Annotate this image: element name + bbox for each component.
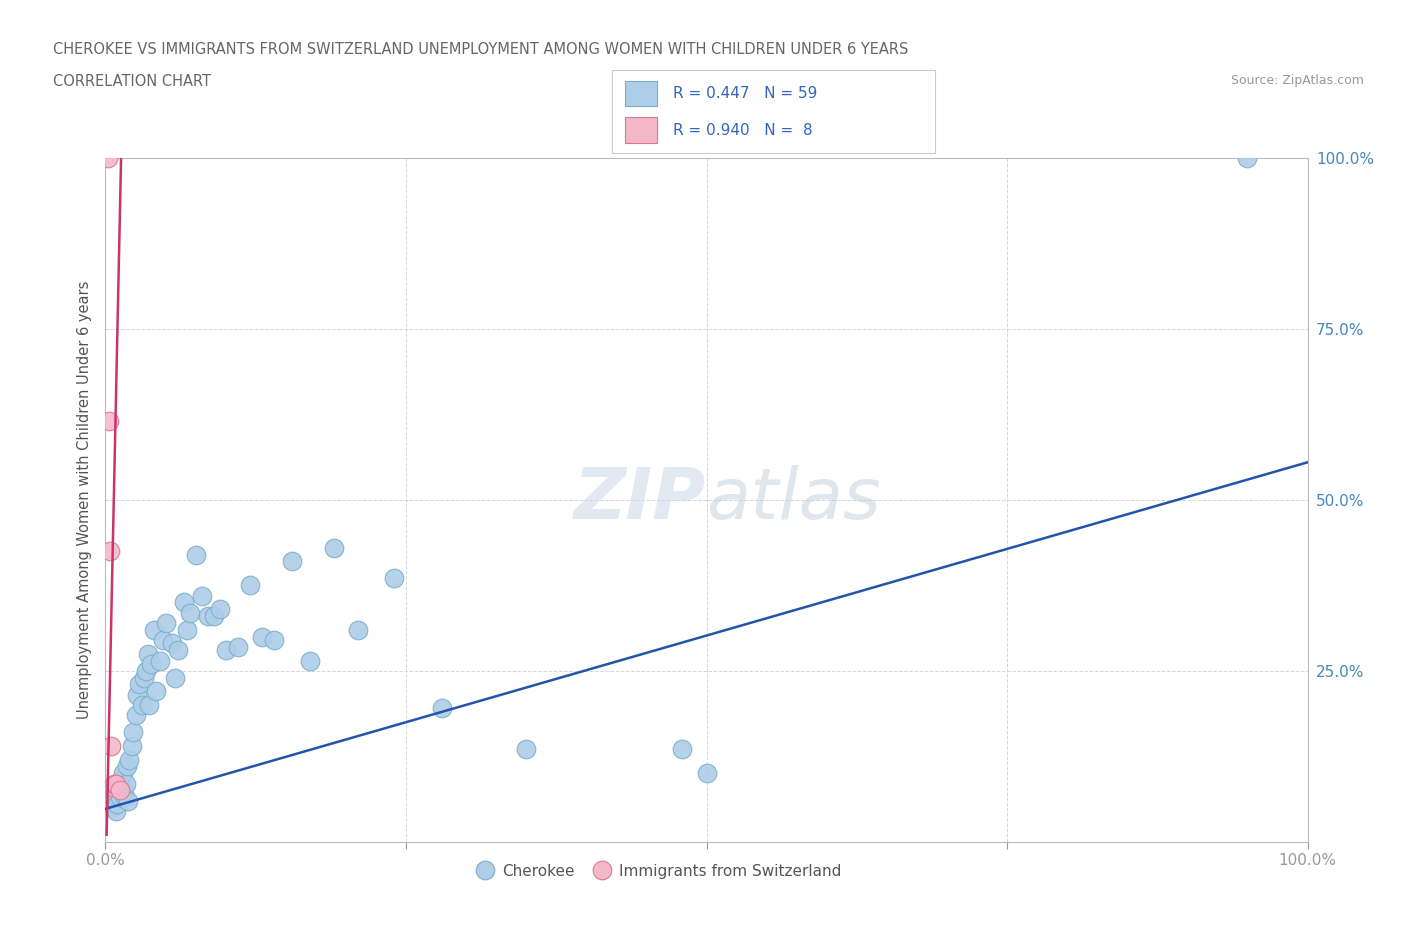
Point [101, 779, 124, 794]
Point [208, 602, 231, 617]
Point [166, 643, 188, 658]
Point [136, 646, 159, 661]
Point [131, 698, 153, 712]
Point [226, 640, 249, 655]
Point [173, 595, 195, 610]
Point [132, 671, 155, 685]
Point [176, 622, 198, 637]
Text: R = 0.940   N =  8: R = 0.940 N = 8 [673, 123, 813, 138]
Point [1236, 151, 1258, 166]
Point [108, 790, 131, 804]
Point [112, 766, 135, 781]
Point [124, 708, 146, 723]
Text: ZIP: ZIP [574, 465, 707, 535]
Point [97, 151, 120, 166]
Text: atlas: atlas [707, 465, 882, 535]
Point [202, 608, 225, 623]
Point [98, 790, 121, 804]
Point [100, 738, 122, 753]
Bar [624, 81, 657, 106]
Point [117, 793, 139, 808]
Point [118, 752, 141, 767]
Point [430, 701, 453, 716]
Text: CORRELATION CHART: CORRELATION CHART [53, 74, 211, 89]
Point [160, 636, 183, 651]
Point [298, 653, 321, 668]
Point [322, 540, 344, 555]
Point [382, 571, 405, 586]
Text: Source: ZipAtlas.com: Source: ZipAtlas.com [1230, 74, 1364, 87]
Point [152, 632, 174, 647]
Point [190, 588, 212, 603]
Point [197, 608, 219, 623]
Point [696, 766, 718, 781]
Bar [624, 117, 657, 142]
Point [104, 793, 127, 808]
Point [122, 724, 145, 739]
Point [105, 804, 128, 818]
Point [671, 742, 693, 757]
Point [165, 671, 187, 685]
Point [111, 783, 134, 798]
Point [214, 643, 236, 658]
Point [184, 547, 207, 562]
Point [347, 622, 370, 637]
Point [108, 783, 131, 798]
Point [148, 653, 170, 668]
Point [128, 677, 150, 692]
Point [107, 797, 129, 812]
Point [239, 578, 262, 592]
Point [101, 800, 124, 815]
Point [115, 777, 138, 791]
Point [142, 622, 165, 637]
Text: CHEROKEE VS IMMIGRANTS FROM SWITZERLAND UNEMPLOYMENT AMONG WOMEN WITH CHILDREN U: CHEROKEE VS IMMIGRANTS FROM SWITZERLAND … [53, 42, 908, 57]
Point [125, 687, 148, 702]
Text: R = 0.447   N = 59: R = 0.447 N = 59 [673, 86, 817, 100]
Point [121, 738, 143, 753]
Point [138, 698, 160, 712]
Point [145, 684, 167, 698]
Point [103, 787, 125, 802]
Point [263, 632, 285, 647]
Point [103, 777, 125, 791]
Legend: Cherokee, Immigrants from Switzerland: Cherokee, Immigrants from Switzerland [470, 857, 848, 885]
Point [114, 790, 136, 804]
Point [98, 414, 121, 429]
Point [100, 797, 122, 812]
Point [281, 554, 304, 569]
Point [179, 605, 201, 620]
Point [155, 616, 177, 631]
Point [135, 663, 157, 678]
Point [515, 742, 537, 757]
Point [105, 777, 128, 791]
Point [110, 773, 132, 788]
Point [98, 544, 121, 559]
Point [107, 779, 129, 794]
Point [250, 630, 273, 644]
Y-axis label: Unemployment Among Women with Children Under 6 years: Unemployment Among Women with Children U… [77, 281, 93, 719]
Point [115, 759, 138, 774]
Point [139, 657, 162, 671]
